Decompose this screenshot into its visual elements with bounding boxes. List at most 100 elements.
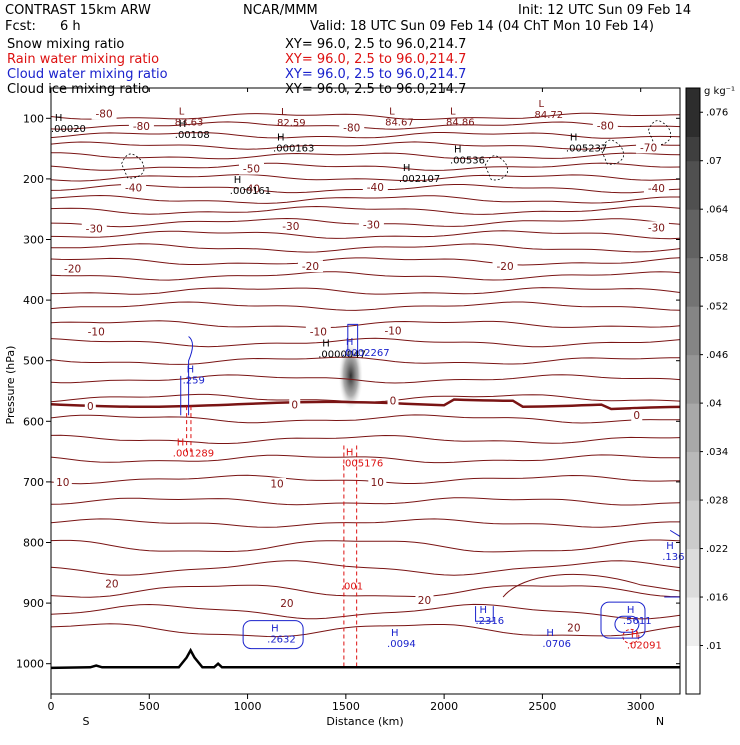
model-title: CONTRAST 15km ARW [5,3,151,18]
y-tick-label: 600 [23,415,44,428]
contour-label: -80 [597,121,614,133]
extremum-mark: L [179,106,185,117]
isotherm-line [50,162,681,171]
extremum-value: .259 [183,376,205,387]
isotherm-line [50,194,680,204]
extremum-mark: H [179,119,187,130]
contour-label-bg [415,594,434,607]
extremum-mark: H [546,628,554,639]
isotherm-line [50,121,681,130]
colorbar-tick-label: .076 [706,108,728,119]
contour-label-bg [84,400,96,413]
colorbar-frame [685,87,701,695]
colorbar-tick-label: .016 [706,593,728,604]
colorbar-swatch [686,548,700,598]
colorbar-swatch [686,257,700,307]
fcst-value: 6 h [60,19,81,34]
contour-label-bg [631,409,643,422]
x-tick-label: 2500 [528,700,556,713]
extremum-value: 83.63 [175,117,204,128]
contour-label: 10 [56,477,69,489]
colorbar-tick-label: .046 [706,350,728,361]
contour-label: -50 [243,164,260,176]
center-label: NCAR/MMM [243,3,318,18]
colorbar-tick-label: .064 [706,205,728,216]
south-label: S [83,715,90,728]
contour-label: -40 [243,184,260,196]
contour-label: 0 [291,399,298,411]
axes: 0 500 1000 1500 2000 2500 30001002003004005006… [16,88,680,713]
extremum-mark: L [281,107,287,118]
contour-label-bg [268,477,287,490]
colorbar-swatch [686,88,700,137]
isotherm-line [50,257,681,266]
contour-label-bg [592,119,618,132]
extremum-value: 84.72 [534,110,563,121]
y-tick-label: 1000 [16,658,44,671]
cloud-water-contour [614,615,640,633]
contour-label: -10 [310,327,327,339]
colorbar-swatch [686,403,700,453]
zero-degree-line [50,398,681,411]
colorbar-swatch [686,597,700,647]
isotherm-line [50,374,681,384]
extremum-mark: H [454,145,462,156]
y-tick-label: 100 [23,112,44,125]
init-time: Init: 12 UTC Sun 09 Feb 14 [518,3,691,18]
contour-label-bg [238,162,264,175]
extremum-value: .0094 [387,639,416,650]
contour-label-bg [289,398,301,411]
x-tick-label: 1000 [234,700,262,713]
contour-label: 20 [418,595,431,607]
contour-label-bg [643,181,669,194]
extremum-mark: H [177,437,185,448]
contour-label-bg [380,324,406,337]
isotherm-line [51,152,681,160]
contour-label: -30 [363,219,380,231]
colorbar-swatch [686,354,700,404]
y-tick-label: 200 [23,173,44,186]
extremum-value: .00108 [175,130,210,141]
extremum-mark: H [277,133,285,144]
isotherm-line [50,518,680,528]
colorbar-swatch [686,160,700,210]
extremum-value: .005176 [342,459,383,470]
contour-label-bg [643,221,669,234]
isotherm-line [50,560,681,576]
contour-label-bg [83,325,109,338]
field-name-snow: Snow mixing ratio [7,37,124,52]
extremum-value: .0002267 [342,348,390,359]
isotherm-line [50,320,681,329]
contour-label-bg [368,475,387,488]
isotherm-line [50,539,681,553]
isotherm-line [50,112,681,120]
contour-label-bg [238,182,264,195]
extremum-value: .5611 [623,616,652,627]
contour-label-bg [564,621,583,634]
contour-label: -10 [88,327,105,339]
colorbar-swatch [686,306,700,356]
extremum-mark: L [389,106,395,117]
contour-label-bg [278,220,304,233]
extremum-value: .000161 [230,186,271,197]
colorbar-swatch [686,209,700,259]
field-xy-snow: XY= 96.0, 2.5 to 96.0,214.7 [285,37,466,52]
contour-label-bg [358,218,384,231]
isotherm-line [50,497,681,506]
contour-label: -10 [384,325,401,337]
field-xy-rain: XY= 96.0, 2.5 to 96.0,214.7 [285,52,466,67]
isotherm-line [50,603,681,620]
y-tick-label: 500 [23,355,44,368]
extremum-value: .02091 [627,640,662,651]
contour-label-bg [277,597,296,610]
y-tick-label: 400 [23,294,44,307]
extremum-mark: H [346,448,354,459]
isotherm-line [50,174,681,182]
colorbar-swatch [686,500,700,550]
contour-label: 0 [633,410,640,422]
contour-label: 0 [87,401,94,413]
colorbar-tick-label: .034 [706,447,728,458]
extremum-value: .0706 [542,639,571,650]
isotherm-line [50,230,681,240]
extremum-mark: H [187,365,195,376]
